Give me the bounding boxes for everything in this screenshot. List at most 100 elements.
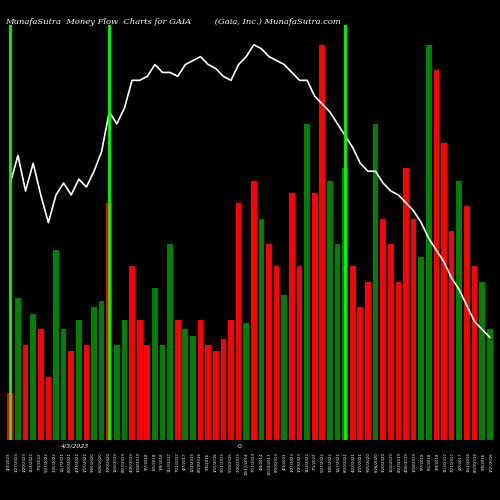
Bar (251, 180, 256, 440)
Text: 9/11/2015: 9/11/2015 (221, 452, 225, 472)
Text: 4/23/2021: 4/23/2021 (352, 452, 356, 472)
Text: 4/7/2017: 4/7/2017 (183, 452, 187, 470)
Text: 1/27/2023: 1/27/2023 (14, 452, 18, 472)
Bar (8, 392, 13, 440)
Text: 1/20/2023: 1/20/2023 (22, 452, 26, 472)
Text: 7/1/2022: 7/1/2022 (313, 452, 317, 470)
Bar (168, 244, 173, 440)
Bar (99, 301, 104, 440)
Text: 9/25/2020: 9/25/2020 (91, 452, 95, 472)
Bar (312, 194, 318, 440)
Bar (206, 345, 211, 440)
Bar (456, 180, 462, 440)
Text: 4/7/2017: 4/7/2017 (458, 452, 462, 470)
Text: 8/20/2021: 8/20/2021 (68, 452, 72, 472)
Text: 6/26/2020: 6/26/2020 (374, 452, 378, 472)
Bar (22, 345, 28, 440)
Bar (137, 320, 142, 440)
Bar (426, 45, 432, 440)
Text: 7/1/2022: 7/1/2022 (38, 452, 42, 470)
Bar (296, 266, 302, 440)
Bar (472, 266, 478, 440)
Text: 8/19/2016: 8/19/2016 (474, 452, 478, 472)
Text: 3/25/2022: 3/25/2022 (328, 452, 332, 472)
Bar (84, 345, 89, 440)
Text: 8/23/2019: 8/23/2019 (398, 452, 402, 472)
Bar (175, 320, 180, 440)
Text: 9/7/2018: 9/7/2018 (144, 452, 148, 470)
Bar (236, 203, 242, 440)
Bar (129, 266, 135, 440)
Bar (434, 70, 440, 440)
Text: 11/3/2017: 11/3/2017 (168, 452, 172, 472)
Text: 1/27/2023: 1/27/2023 (290, 452, 294, 472)
Bar (342, 168, 348, 440)
Text: 12/7/2021: 12/7/2021 (336, 452, 340, 472)
Text: 1/15/2021: 1/15/2021 (84, 452, 87, 472)
Bar (372, 124, 378, 440)
Text: 9/7/2018: 9/7/2018 (420, 452, 424, 470)
Bar (220, 339, 226, 440)
Bar (30, 314, 36, 440)
Bar (388, 244, 394, 440)
Bar (274, 266, 280, 440)
Text: 12/6/2019: 12/6/2019 (390, 452, 394, 472)
Text: 1/15/2021: 1/15/2021 (359, 452, 363, 472)
Text: 4/23/2021: 4/23/2021 (76, 452, 80, 472)
Text: 5/27/2022: 5/27/2022 (45, 452, 49, 472)
Bar (182, 330, 188, 440)
Text: 8/30/2013: 8/30/2013 (275, 452, 279, 472)
Text: 8/20/2021: 8/20/2021 (344, 452, 347, 472)
Text: MunafaSutra  Money Flow  Charts for GAIA         (Gaia, Inc.) MunafaSutra.com: MunafaSutra Money Flow Charts for GAIA (… (5, 18, 341, 25)
Bar (160, 345, 166, 440)
Text: 4/3/2023: 4/3/2023 (61, 444, 89, 448)
Text: 3/25/2022: 3/25/2022 (53, 452, 57, 472)
Text: 8/23/2019: 8/23/2019 (122, 452, 126, 472)
Text: 6/26/2020: 6/26/2020 (98, 452, 102, 472)
Bar (15, 298, 21, 440)
Text: 10/17/2014: 10/17/2014 (244, 452, 248, 475)
Text: 11/4/2022: 11/4/2022 (306, 452, 310, 472)
Text: 4/26/2019: 4/26/2019 (405, 452, 409, 472)
Bar (358, 307, 363, 440)
Bar (114, 345, 119, 440)
Text: 5/29/2015: 5/29/2015 (229, 452, 233, 472)
Text: 1/20/2023: 1/20/2023 (298, 452, 302, 472)
Text: 11/4/2022: 11/4/2022 (30, 452, 34, 472)
Text: 1/15/2016: 1/15/2016 (489, 452, 493, 472)
Text: 12/20/2013: 12/20/2013 (267, 452, 271, 475)
Text: 5/6/2016: 5/6/2016 (206, 452, 210, 469)
Text: 8/19/2016: 8/19/2016 (198, 452, 202, 472)
Bar (144, 345, 150, 440)
Text: 5/27/2022: 5/27/2022 (320, 452, 324, 472)
Text: 12/7/2021: 12/7/2021 (60, 452, 64, 472)
Bar (487, 330, 492, 440)
Bar (334, 244, 340, 440)
Bar (122, 320, 128, 440)
Bar (60, 330, 66, 440)
Text: 11/3/2017: 11/3/2017 (443, 452, 447, 472)
Bar (38, 330, 44, 440)
Bar (418, 256, 424, 440)
Bar (289, 194, 294, 440)
Text: 3/9/2018: 3/9/2018 (160, 452, 164, 470)
Bar (396, 282, 401, 440)
Text: 3/20/2020: 3/20/2020 (106, 452, 110, 472)
Bar (76, 320, 82, 440)
Text: 6/1/2018: 6/1/2018 (428, 452, 432, 470)
Bar (449, 232, 454, 440)
Text: 4/26/2019: 4/26/2019 (130, 452, 134, 472)
Bar (258, 218, 264, 440)
Bar (213, 352, 218, 440)
Bar (91, 307, 97, 440)
Text: 1/15/2016: 1/15/2016 (214, 452, 218, 472)
Text: 1/18/2019: 1/18/2019 (137, 452, 141, 472)
Bar (365, 282, 371, 440)
Text: 7/21/2017: 7/21/2017 (451, 452, 455, 472)
Text: 5/6/2016: 5/6/2016 (482, 452, 486, 469)
Text: 9/25/2020: 9/25/2020 (366, 452, 370, 472)
Bar (152, 288, 158, 440)
Bar (464, 206, 469, 440)
Bar (304, 124, 310, 440)
Text: 12/2/2016: 12/2/2016 (190, 452, 194, 472)
